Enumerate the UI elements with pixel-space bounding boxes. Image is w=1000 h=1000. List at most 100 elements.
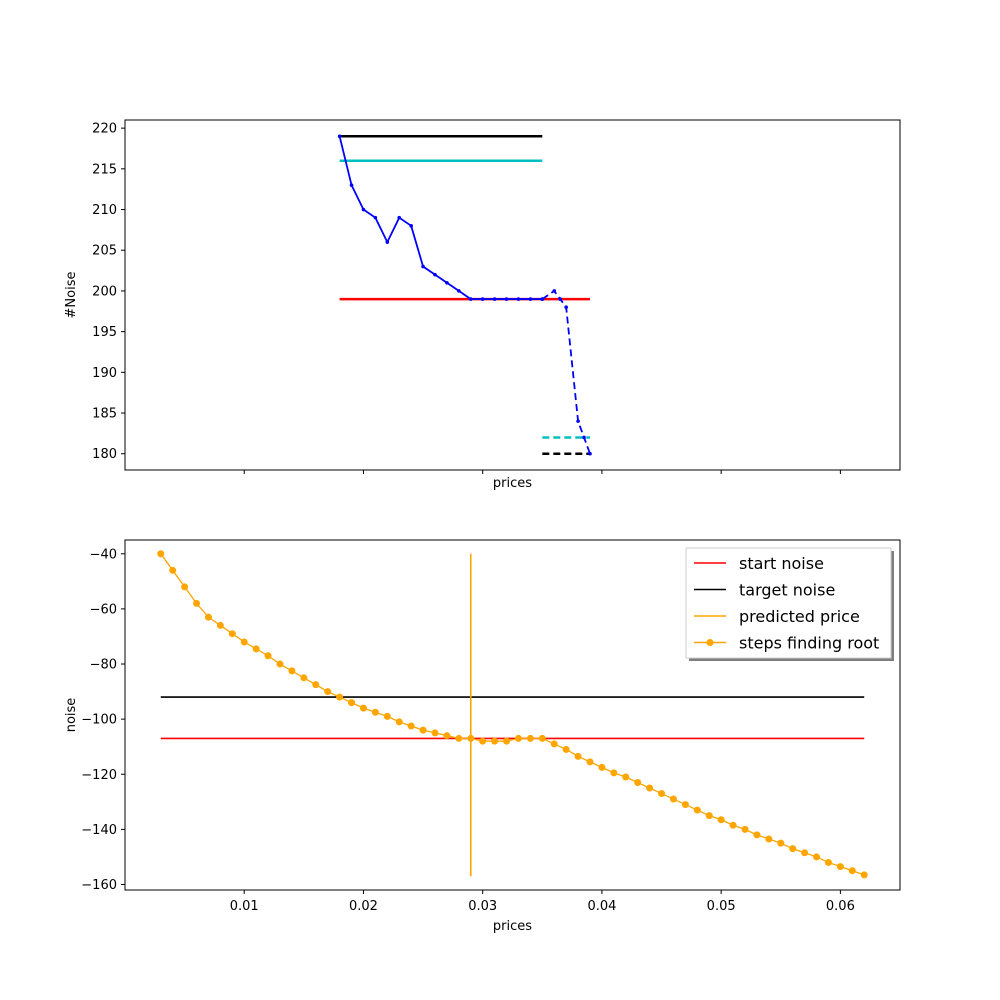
step-point (741, 825, 749, 833)
step-point (753, 831, 761, 839)
root-finding-panel: −40−60−80−100−120−140−160 0.01 0.02 0.03 0.… (64, 539, 901, 934)
y-tick-label: −80 (90, 658, 117, 673)
step-point (443, 732, 451, 740)
step-point (479, 737, 487, 745)
y-tick-label: 185 (92, 407, 117, 422)
noise-point (385, 240, 390, 244)
step-point (157, 550, 165, 558)
step-point (813, 853, 821, 861)
noise-point (445, 280, 449, 285)
step-point (276, 660, 284, 668)
step-point (801, 849, 809, 857)
top-reference-lines (339, 135, 590, 455)
step-point (765, 835, 773, 843)
step-point (359, 704, 367, 712)
noise-point (588, 451, 592, 456)
step-point (252, 645, 260, 653)
step-point (336, 693, 344, 701)
y-tick-label: −60 (90, 602, 117, 617)
bottom-reference-lines (160, 553, 865, 877)
step-point (669, 795, 677, 803)
step-point (348, 699, 356, 707)
noise-point (504, 297, 509, 301)
noise-point (337, 134, 342, 139)
step-point (288, 667, 296, 675)
noise-point (552, 289, 557, 293)
step-point (717, 816, 725, 824)
x-tick-label: 0.03 (468, 899, 497, 914)
step-point (562, 745, 570, 753)
y-tick-label: 200 (92, 284, 117, 299)
step-point (371, 708, 379, 716)
step-point (729, 821, 737, 829)
top-y-axis-label: #Noise (64, 272, 79, 319)
legend-entry: target noise (694, 581, 835, 600)
step-point (395, 718, 403, 726)
y-tick-label: 205 (92, 244, 117, 259)
step-point (789, 845, 797, 853)
noise-point (457, 289, 461, 293)
step-point (658, 790, 666, 798)
step-point (681, 801, 689, 809)
x-tick-label: 0.04 (587, 899, 616, 914)
y-tick-label: 195 (92, 325, 117, 340)
top-y-ticks: 180 185 190 195 200 205 210 215 220 (92, 122, 125, 462)
y-tick-label: 215 (92, 162, 117, 177)
step-point (550, 740, 558, 748)
step-point (324, 688, 332, 696)
step-point (705, 812, 713, 820)
bottom-x-ticks: 0.01 0.02 0.03 0.04 0.05 0.06 (230, 890, 855, 914)
noise-vs-prices-panel: 180 185 190 195 200 205 210 215 220 prices #Nois… (64, 119, 901, 491)
noise-point (558, 297, 562, 301)
step-point (228, 630, 236, 638)
noise-point (480, 297, 485, 301)
y-tick-label: 220 (92, 122, 117, 137)
step-point (586, 758, 594, 766)
step-point (538, 734, 546, 742)
noise-point (361, 207, 366, 212)
x-tick-label: 0.05 (707, 899, 736, 914)
bottom-x-axis-label: prices (493, 919, 532, 934)
step-point (383, 712, 391, 720)
noise-point (540, 297, 545, 301)
legend-entry: predicted price (694, 607, 860, 626)
noise-point (409, 224, 413, 228)
step-point (574, 752, 582, 760)
step-point (693, 806, 701, 814)
step-point (598, 763, 606, 771)
legend-entries: start noise target noise predicted price st… (694, 554, 879, 653)
x-tick-label: 0.01 (230, 899, 259, 914)
y-tick-label: 180 (92, 447, 117, 462)
legend-entry: steps finding root (694, 634, 879, 653)
y-tick-label: −40 (90, 547, 117, 562)
step-point (455, 734, 463, 742)
x-tick-label: 0.06 (826, 899, 855, 914)
y-tick-label: −120 (81, 768, 117, 783)
noise-point (576, 419, 580, 423)
y-tick-label: −100 (81, 713, 117, 728)
step-point (777, 839, 785, 847)
step-point (193, 599, 201, 607)
step-point (848, 867, 856, 875)
top-axes-frame (124, 119, 901, 471)
noise-point (516, 297, 521, 301)
bottom-axes-frame (124, 539, 901, 891)
top-x-axis-label: prices (493, 476, 532, 491)
bottom-y-axis-label: noise (64, 698, 79, 733)
y-tick-label: 210 (92, 203, 117, 218)
noise-point (528, 297, 533, 301)
step-point (860, 871, 868, 879)
step-point (264, 652, 272, 660)
legend-label: start noise (739, 554, 824, 573)
step-point (526, 734, 534, 742)
noise-point (564, 305, 568, 310)
legend-label: steps finding root (739, 634, 879, 653)
noise-point (468, 297, 473, 301)
legend-box (685, 547, 892, 659)
noise-point (582, 435, 586, 440)
bottom-y-ticks: −40 −60 −80 −100 −120 −140 −160 (81, 547, 125, 893)
noise-point (433, 272, 437, 277)
noise-point (373, 215, 378, 220)
step-point (300, 674, 308, 682)
